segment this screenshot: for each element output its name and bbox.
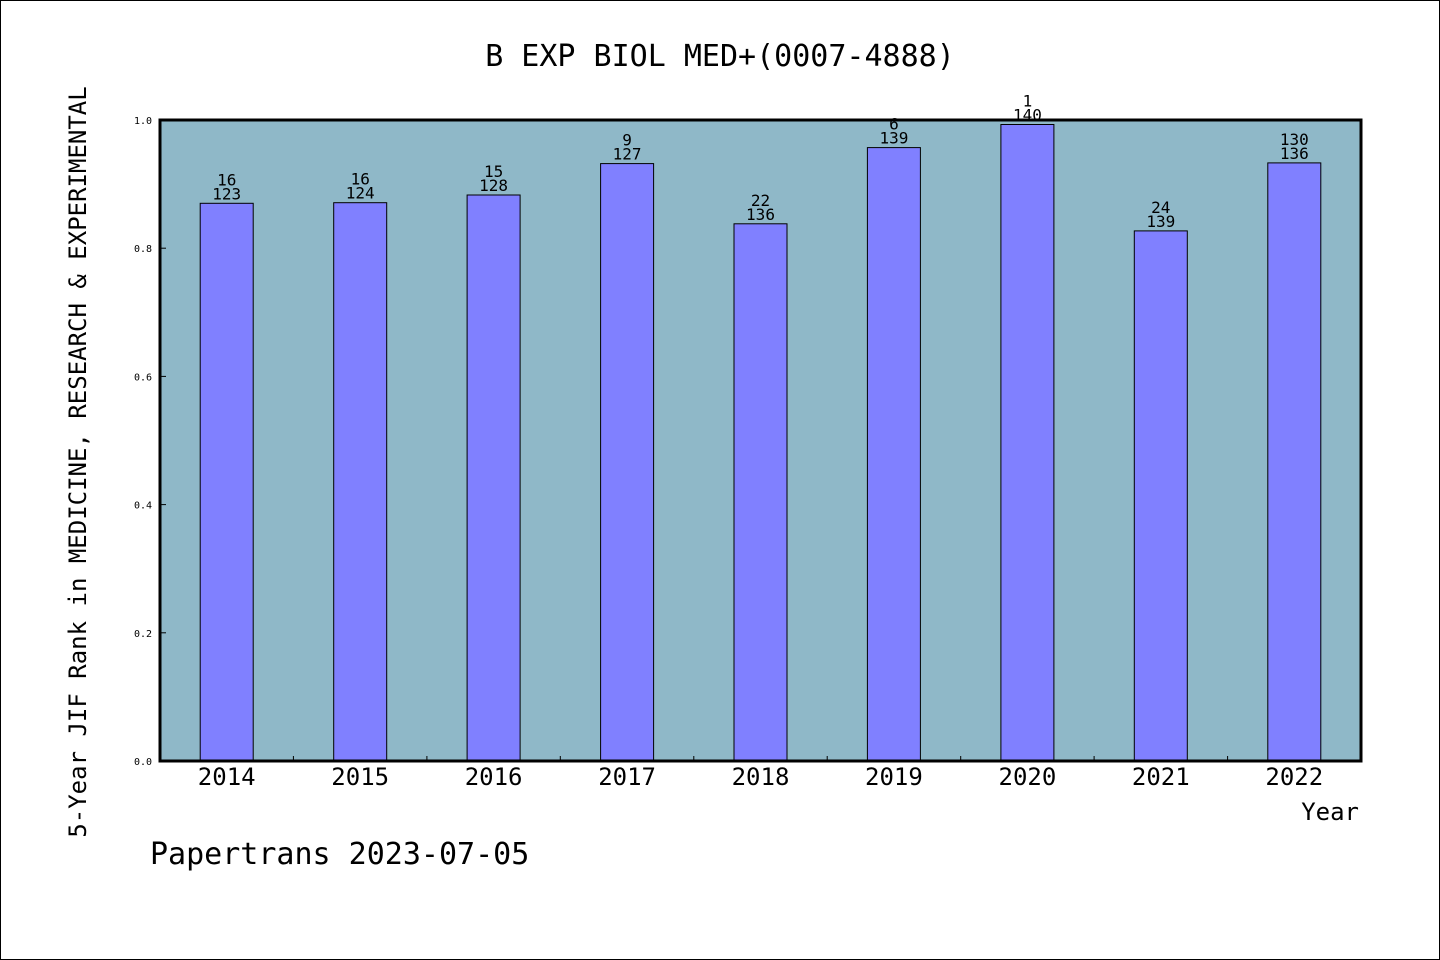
bar-labels-group: 1612316124151289127221366139114024139130… bbox=[212, 92, 1309, 231]
bar-rank-label: 16 bbox=[351, 170, 370, 189]
x-tick-label: 2016 bbox=[465, 763, 523, 791]
bar-2022 bbox=[1267, 162, 1322, 762]
y-tick-label: 0.8 bbox=[134, 244, 152, 255]
bar-rank-label: 9 bbox=[622, 131, 632, 150]
bar-2020 bbox=[1000, 124, 1055, 762]
bars-group bbox=[199, 124, 1322, 762]
bar-total-label: 127 bbox=[613, 145, 642, 164]
bar-2021 bbox=[1133, 230, 1188, 762]
bar-total-label: 139 bbox=[1146, 212, 1175, 231]
x-tick-label: 2018 bbox=[732, 763, 790, 791]
bar-2015 bbox=[333, 202, 388, 762]
y-tick-label: 0.0 bbox=[134, 757, 152, 768]
bar-2014 bbox=[199, 202, 254, 762]
bar-total-label: 124 bbox=[346, 184, 375, 203]
bar-total-label: 140 bbox=[1013, 106, 1042, 125]
y-tick-label: 0.4 bbox=[134, 501, 152, 512]
bar-rank-label: 130 bbox=[1280, 130, 1309, 149]
bar-2016 bbox=[466, 194, 521, 762]
bar-total-label: 139 bbox=[879, 129, 908, 148]
x-tick-label: 2019 bbox=[865, 763, 923, 791]
bar-total-label: 123 bbox=[212, 184, 241, 203]
bar-2019 bbox=[866, 147, 921, 762]
bar-rank-label: 22 bbox=[751, 191, 770, 210]
y-tick-label: 1.0 bbox=[134, 116, 152, 127]
y-tick-label: 0.6 bbox=[134, 372, 152, 383]
x-tick-label: 2015 bbox=[331, 763, 389, 791]
bar-rank-label: 6 bbox=[889, 115, 899, 134]
bar-2017 bbox=[600, 163, 655, 762]
bar-rank-label: 15 bbox=[484, 162, 503, 181]
y-tick-label: 0.2 bbox=[134, 629, 152, 640]
bar-rank-label: 1 bbox=[1023, 92, 1033, 111]
y-axis-label: 5-Year JIF Rank in MEDICINE, RESEARCH & … bbox=[64, 86, 92, 837]
x-tick-label: 2020 bbox=[999, 763, 1057, 791]
footer-text: Papertrans 2023-07-05 bbox=[150, 837, 529, 872]
x-tick-label: 2022 bbox=[1265, 763, 1323, 791]
x-axis-ticks: 2014 2015 2016 2017 2018 2019 2020 2021 2022 bbox=[198, 756, 1323, 791]
plot-border bbox=[158, 118, 1363, 763]
bar-total-label: 128 bbox=[479, 176, 508, 195]
x-tick-label: 2021 bbox=[1132, 763, 1190, 791]
bar-rank-label: 16 bbox=[217, 170, 236, 189]
bar-total-label: 136 bbox=[1280, 144, 1309, 163]
bar-rank-label: 24 bbox=[1151, 198, 1170, 217]
chart-title: B EXP BIOL MED+(0007-4888) bbox=[485, 39, 955, 74]
x-axis-label: Year bbox=[1301, 798, 1359, 826]
bar-total-label: 136 bbox=[746, 205, 775, 224]
bar-2018 bbox=[733, 223, 788, 762]
x-tick-label: 2014 bbox=[198, 763, 256, 791]
x-tick-label: 2017 bbox=[598, 763, 656, 791]
